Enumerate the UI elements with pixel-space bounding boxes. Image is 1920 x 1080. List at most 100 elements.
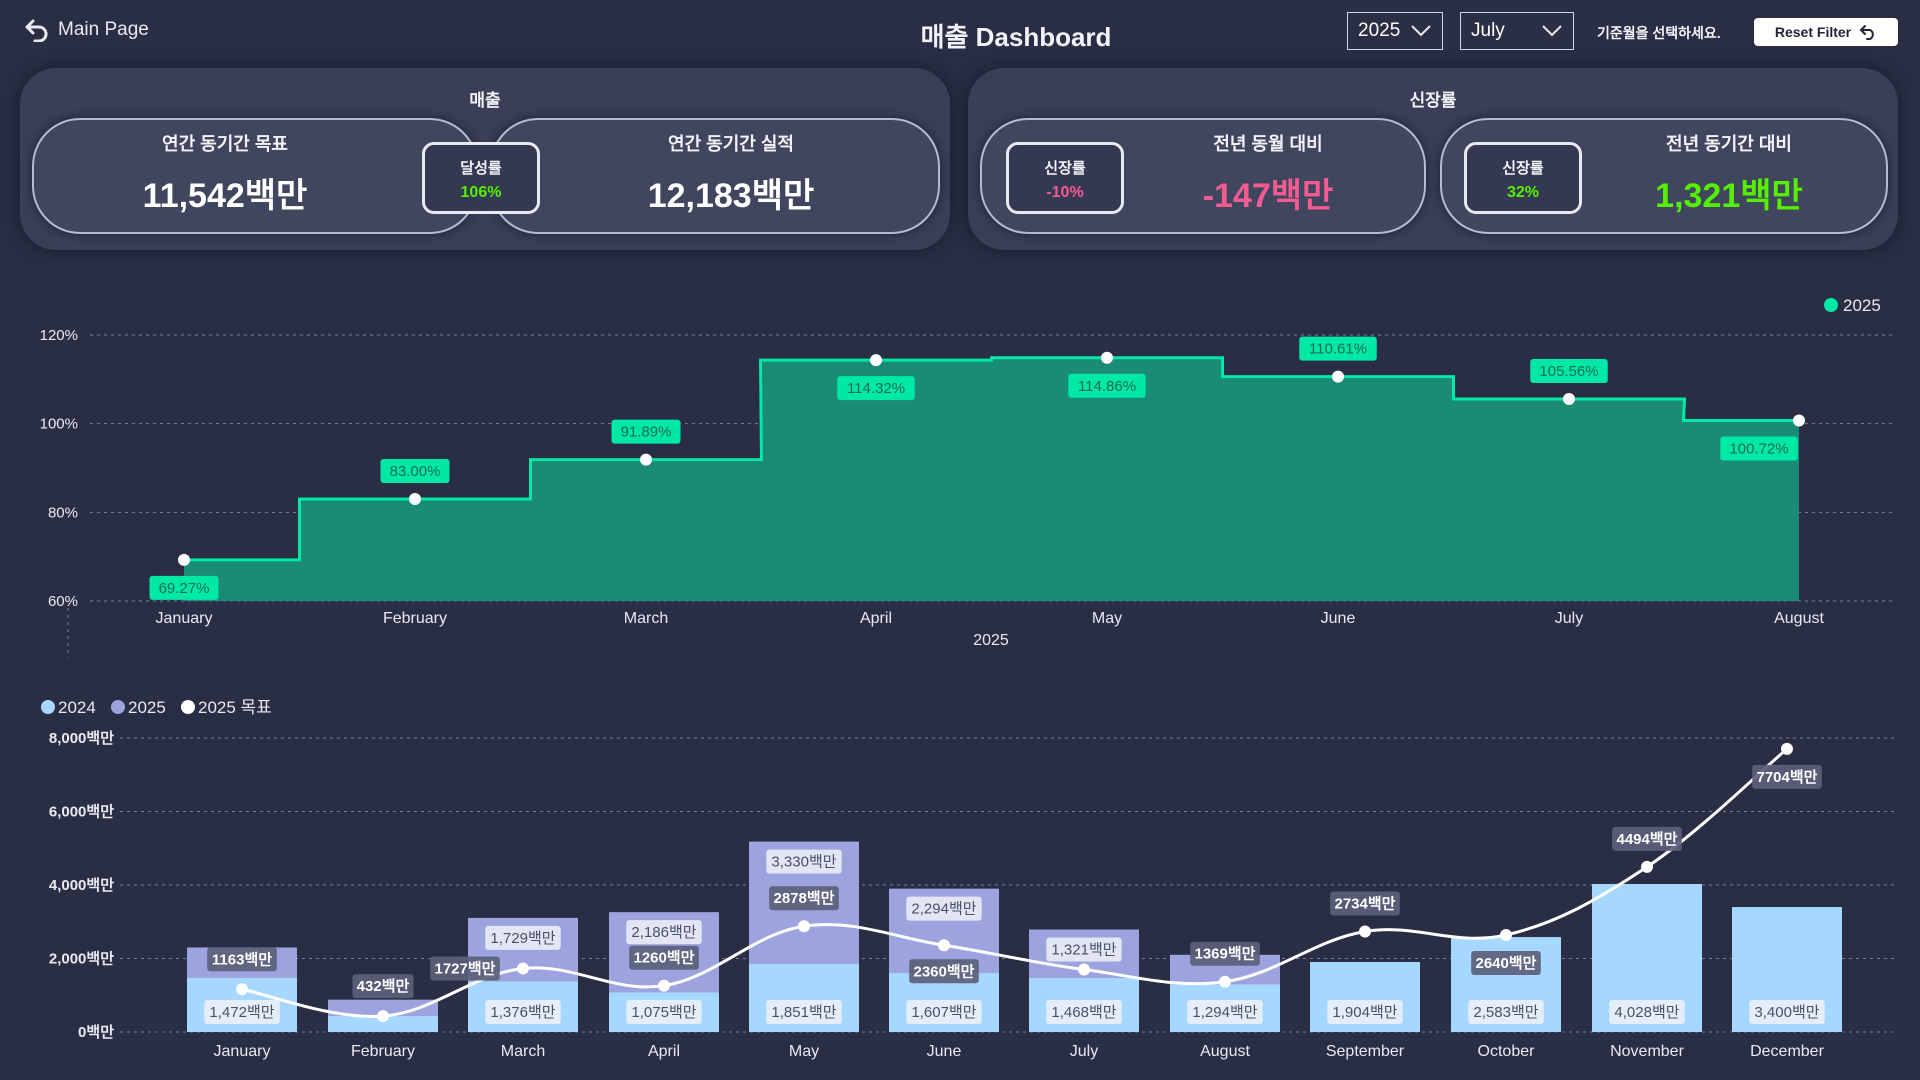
target-label-bg — [629, 945, 699, 970]
achievement-rate-chart: 60% 80% 100% 120% 69.27% 83.00% 91.89% 114.32% 1… — [40, 296, 1895, 658]
data-label-bg — [611, 419, 681, 444]
target-label-bg — [352, 974, 414, 999]
data-label-bg — [837, 376, 915, 401]
x-tick-label: January — [156, 610, 213, 627]
bar-2024-label: 1,376백만 — [490, 1004, 555, 1021]
annual-actual-value: 12,183백만 — [647, 177, 815, 215]
target-label: 4494백만 — [1617, 831, 1678, 848]
bar-2024-label-bg — [1609, 1000, 1685, 1024]
data-label: 105.56% — [1539, 363, 1598, 380]
month-select-hint: 기준월을 선택하세요. — [1597, 25, 1721, 41]
bar-2024-label-bg — [626, 1000, 702, 1024]
legend-2024-label: 2024 — [58, 698, 96, 717]
data-point — [1332, 370, 1344, 383]
yoy-month-title: 전년 동월 대비 — [1213, 134, 1323, 154]
bar-2024-label-bg — [906, 1000, 982, 1024]
target-label-bg — [207, 947, 277, 972]
annual-target-value: 11,542백만 — [142, 177, 308, 215]
month-select[interactable]: July — [1460, 12, 1574, 50]
annual-target-card: 연간 동기간 목표 11,542백만 — [32, 118, 478, 234]
data-label: 83.00% — [390, 463, 441, 480]
chevron-down-icon — [1542, 25, 1562, 37]
bar-2024-label-bg — [1749, 1000, 1825, 1024]
annual-target-title: 연간 동기간 목표 — [162, 134, 288, 154]
target-label: 1163백만 — [212, 951, 272, 968]
target-label: 432백만 — [357, 978, 410, 995]
bar-2024 — [328, 1016, 438, 1032]
yoy-month-value: -147백만 — [1202, 177, 1334, 215]
data-point — [409, 493, 421, 506]
target-label: 1369백만 — [1195, 946, 1256, 963]
target-label-bg — [909, 959, 979, 984]
achievement-badge-label: 달성률 — [460, 160, 502, 177]
bar-2024-label: 4,028백만 — [1614, 1004, 1679, 1021]
legend-2025-target-marker — [181, 700, 195, 714]
x-tick-label: August — [1774, 610, 1824, 627]
annual-actual-title: 연간 동기간 실적 — [668, 134, 794, 154]
target-point — [377, 1010, 389, 1023]
data-label-bg — [1720, 436, 1798, 461]
main-page-link[interactable]: Main Page — [24, 18, 149, 42]
x-tick-label: March — [624, 610, 668, 627]
x-tick-label: August — [1200, 1043, 1250, 1060]
data-point — [1793, 414, 1805, 427]
x-tick-label: January — [214, 1043, 271, 1060]
series-area-2025 — [184, 357, 1799, 601]
reset-filter-button[interactable]: Reset Filter — [1754, 18, 1898, 46]
target-label: 2360백만 — [914, 963, 975, 980]
data-label-bg — [1530, 359, 1608, 384]
yoy-month-badge-value: -10% — [1046, 184, 1084, 201]
achievement-badge-value: 106% — [460, 184, 502, 201]
legend-2024-marker — [41, 700, 55, 714]
target-point — [1781, 742, 1793, 755]
bar-2025-label: 2,294백만 — [911, 901, 976, 918]
bar-2024-label-bg — [1046, 1000, 1122, 1024]
target-label: 2640백만 — [1476, 955, 1537, 972]
bar-2024-label: 1,468백만 — [1051, 1004, 1116, 1021]
bar-2024-label: 1,472백만 — [209, 1004, 274, 1021]
legend-marker-2025 — [1824, 298, 1838, 312]
bar-2025-label-bg — [1046, 937, 1122, 962]
target-label: 1260백만 — [634, 950, 695, 967]
target-point — [1219, 975, 1231, 988]
y-tick-label: 100% — [40, 416, 78, 433]
target-label-bg — [1190, 941, 1260, 966]
data-point — [178, 553, 190, 566]
x-axis-title: 2025 — [973, 632, 1009, 649]
x-tick-label: June — [927, 1043, 962, 1060]
target-point — [236, 983, 248, 996]
bar-2024-label-bg — [766, 1000, 842, 1024]
monthly-sales-chart: 0백만 2,000백만 4,000백만 6,000백만 8,000백만 1,472백만 1,… — [41, 698, 1895, 1060]
yoy-month-badge: 신장률 -10% — [1006, 142, 1124, 214]
data-point — [1101, 351, 1113, 364]
target-label-bg — [1471, 950, 1541, 975]
target-label-bg — [430, 956, 500, 981]
data-label: 114.86% — [1078, 378, 1136, 395]
bar-2025-label-bg — [906, 896, 982, 921]
target-point — [658, 979, 670, 992]
bar-2024-label-bg — [485, 1000, 561, 1024]
x-tick-label: April — [860, 610, 892, 627]
yoy-period-badge-value: 32% — [1506, 184, 1540, 201]
bar-2024-label: 1,607백만 — [911, 1004, 976, 1021]
yoy-period-title: 전년 동기간 대비 — [1666, 134, 1792, 154]
x-tick-label: December — [1750, 1043, 1824, 1060]
bar-2024-label-bg — [1468, 1000, 1544, 1024]
chevron-down-icon — [1411, 25, 1431, 37]
x-tick-label: May — [789, 1043, 819, 1060]
bar-2025-label-bg — [485, 925, 561, 950]
bar-2025-label-bg — [626, 920, 702, 945]
annual-actual-card: 연간 동기간 실적 12,183백만 — [490, 118, 940, 234]
y-tick-label: 8,000백만 — [49, 730, 114, 747]
x-tick-label: May — [1092, 610, 1122, 627]
year-select[interactable]: 2025 — [1347, 12, 1443, 50]
y-tick-label: 120% — [40, 327, 78, 344]
year-select-value: 2025 — [1358, 20, 1401, 41]
bar-2024-label: 3,400백만 — [1754, 1004, 1819, 1021]
bar-2024-label: 2,583백만 — [1473, 1004, 1538, 1021]
target-point — [938, 939, 950, 952]
bar-2024-label-bg — [1327, 1000, 1403, 1024]
x-tick-label: July — [1555, 610, 1583, 627]
legend-label-2025: 2025 — [1843, 296, 1881, 315]
bar-2025-label: 1,321백만 — [1051, 942, 1116, 959]
